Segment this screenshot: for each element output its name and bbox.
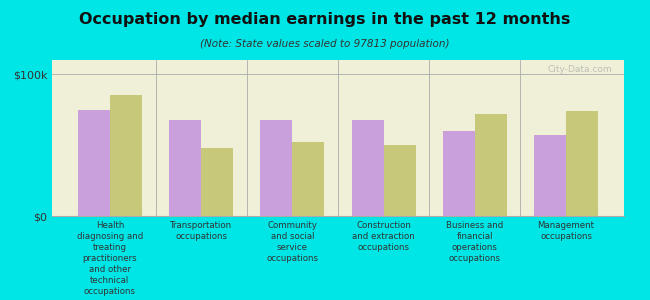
Bar	[566, 111, 598, 216]
Bar	[443, 131, 475, 216]
Bar	[201, 148, 233, 216]
Bar	[169, 120, 201, 216]
Bar	[384, 145, 415, 216]
Text: (Note: State values scaled to 97813 population): (Note: State values scaled to 97813 popu…	[200, 39, 450, 49]
Bar	[475, 114, 507, 216]
Bar	[78, 110, 110, 216]
Bar	[110, 95, 142, 216]
Text: Occupation by median earnings in the past 12 months: Occupation by median earnings in the pas…	[79, 12, 571, 27]
Bar	[292, 142, 324, 216]
Bar	[534, 135, 566, 216]
Text: City-Data.com: City-Data.com	[548, 65, 612, 74]
Bar	[261, 120, 292, 216]
Bar	[352, 120, 384, 216]
